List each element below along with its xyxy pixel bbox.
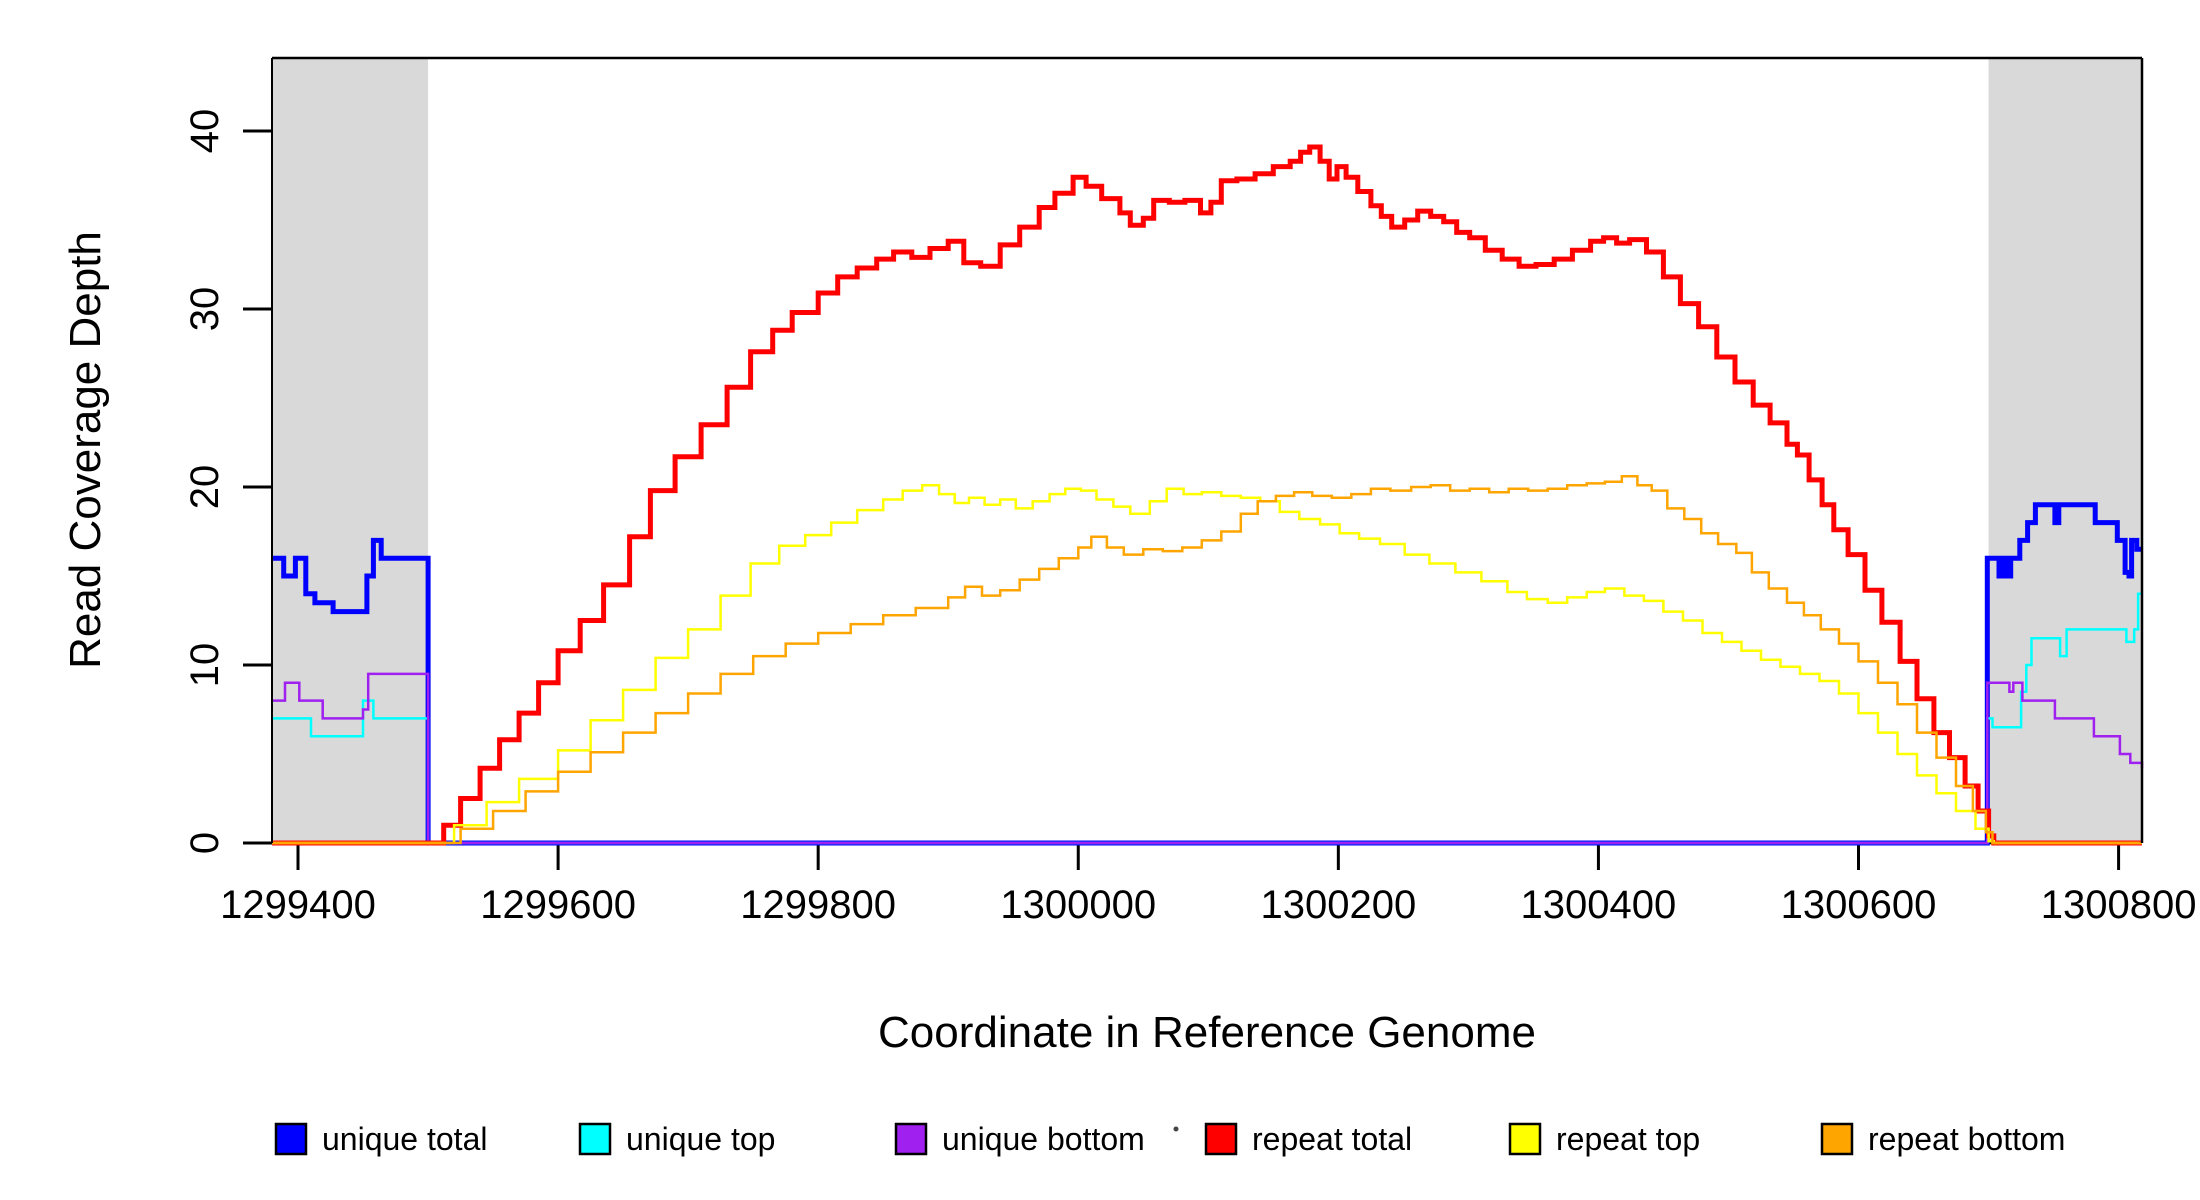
y-axis-ticks [243, 129, 272, 845]
x-tick-label: 1299600 [480, 883, 636, 927]
x-tick-label: 1300600 [1781, 883, 1937, 927]
legend-label-unique-top: unique top [626, 1121, 775, 1157]
legend-label-repeat-top: repeat top [1556, 1121, 1700, 1157]
y-axis-tick-labels: 0 10 20 30 40 [183, 109, 227, 854]
y-tick-label: 20 [183, 465, 227, 510]
y-tick-label: 40 [183, 109, 227, 154]
series-repeat-top [272, 483, 2142, 845]
legend-swatch-unique-total [274, 1122, 308, 1156]
x-tick-label: 1300400 [1521, 883, 1677, 927]
series-lines [272, 144, 2144, 846]
series-repeat-bottom [272, 475, 2142, 845]
masked-regions [272, 58, 2142, 843]
series-unique-top [272, 592, 2142, 845]
x-tick-label: 1300200 [1260, 883, 1416, 927]
shaded-region-masked-left [272, 58, 429, 843]
legend-label-repeat-bottom: repeat bottom [1868, 1121, 2065, 1157]
legend-swatch-unique-bottom [894, 1122, 928, 1156]
x-axis-tick-labels: 1299400 1299600 1299800 1300000 1300200 13004… [220, 883, 2196, 927]
series-unique-bottom [272, 672, 2144, 845]
legend-label-unique-total: unique total [322, 1121, 487, 1157]
legend: unique total unique top unique bottom repea… [274, 1121, 2065, 1157]
series-repeat-total [272, 144, 2142, 846]
x-axis-ticks [296, 843, 2121, 870]
x-tick-label: 1300000 [1000, 883, 1156, 927]
x-axis-title: Coordinate in Reference Genome [878, 1008, 1536, 1057]
y-axis-title: Read Coverage Depth [61, 231, 110, 669]
x-tick-label: 1299800 [740, 883, 896, 927]
legend-label-repeat-total: repeat total [1252, 1121, 1412, 1157]
shaded-region-masked-right [1988, 58, 2142, 843]
legend-swatch-repeat-top [1508, 1122, 1542, 1156]
legend-swatch-repeat-bottom [1820, 1122, 1854, 1156]
y-tick-label: 0 [183, 832, 227, 854]
x-tick-label: 1299400 [220, 883, 376, 927]
y-tick-label: 30 [183, 287, 227, 332]
legend-swatch-unique-top [578, 1122, 612, 1156]
y-tick-label: 10 [183, 643, 227, 688]
x-tick-label: 1300800 [2041, 883, 2197, 927]
legend-swatch-repeat-total [1204, 1122, 1238, 1156]
series-unique-total [272, 502, 2142, 846]
legend-label-unique-bottom: unique bottom [942, 1121, 1145, 1157]
plot-border [271, 56, 2144, 843]
stray-dot [1173, 1126, 1179, 1132]
